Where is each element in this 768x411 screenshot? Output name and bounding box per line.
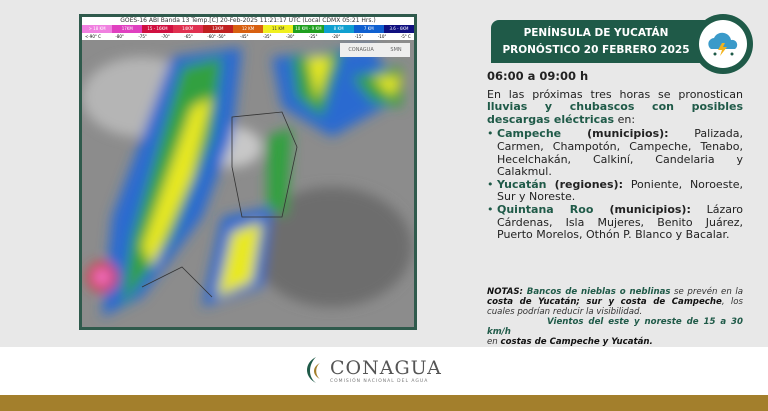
org-subtitle: COMISIÓN NACIONAL DEL AGUA xyxy=(330,378,429,384)
scale-segment: 10 KM - 9 KM xyxy=(293,25,324,33)
temperature-ticks: <-90° C -80° -75° -70° -65° -60° -50° -45° -35°… xyxy=(82,33,414,40)
state-name: Campeche xyxy=(497,127,562,141)
intro: En las próximas tres horas se pronostica… xyxy=(487,87,743,127)
intro-highlight: lluvias y chubascos con posibles descarg… xyxy=(487,100,743,126)
state-list: Campeche (municipios): Palizada, Carmen,… xyxy=(487,128,743,241)
tick-label: -10° xyxy=(377,34,387,39)
state-item-yucatan: Yucatán (regiones): Poniente, Noroeste, … xyxy=(487,177,743,204)
tick-label: -15° xyxy=(354,34,364,39)
smn-logo: SMN xyxy=(390,47,402,53)
conagua-logo: CONAGUA COMISIÓN NACIONAL DEL AGUA xyxy=(302,355,442,385)
image-header: GOES-16 ABI Banda 13 Temp.[C] 20-Feb-202… xyxy=(82,17,414,25)
fog-areas: costa de Yucatán; sur y costa de Campech… xyxy=(487,297,722,307)
notes-label: NOTAS: xyxy=(487,287,523,297)
intro-text: En las próximas tres horas se pronostica… xyxy=(487,87,743,101)
state-item-quintana-roo: Quintana Roo (municipios): Lázaro Cárden… xyxy=(487,202,743,242)
state-item-campeche: Campeche (municipios): Palizada, Carmen,… xyxy=(487,128,743,178)
tick-label: -25° xyxy=(308,34,318,39)
scale-segment: 13KM xyxy=(202,25,233,33)
scale-segment: 14KM xyxy=(172,25,203,33)
state-kind: (municipios): xyxy=(561,127,669,141)
satellite-clouds xyxy=(82,17,414,327)
tick-label: -65° xyxy=(184,34,193,39)
scale-segment: 12 KM xyxy=(232,25,264,33)
tick-label: -75° xyxy=(138,34,147,39)
scale-segment: 3.6 - 6KM xyxy=(383,25,414,33)
tick-label: -5° C xyxy=(400,34,411,39)
scale-segment: 7 KM xyxy=(353,25,384,33)
tick-label: -70° xyxy=(161,34,170,39)
forecast-text: 06:00 a 09:00 h En las próximas tres hor… xyxy=(487,70,743,242)
region-title: PENÍNSULA DE YUCATÁN xyxy=(523,27,669,39)
logos: CONAGUA SMN xyxy=(340,43,410,57)
tick-label: -35° xyxy=(262,34,272,39)
scale-segment: 11 KM xyxy=(263,25,294,33)
state-places: Lázaro Cárdenas, Isla Mujeres, Benito Ju… xyxy=(497,202,743,242)
tick-label: -30° xyxy=(285,34,295,39)
satellite-image: GOES-16 ABI Banda 13 Temp.[C] 20-Feb-202… xyxy=(79,14,417,330)
tick-label: -60° -50° xyxy=(207,34,226,39)
conagua-logo: CONAGUA xyxy=(348,47,374,53)
state-places: Palizada, Carmen, Champotón, Campeche, T… xyxy=(497,127,743,179)
notes-text: , los cuales podrían reducir la visibili… xyxy=(487,297,743,317)
state-places: Poniente, Noroeste, Sur y Noreste. xyxy=(497,177,743,204)
tick-label: -20° xyxy=(331,34,341,39)
footer-bar xyxy=(0,395,768,411)
intro-end: en: xyxy=(614,112,636,126)
conagua-emblem-icon xyxy=(307,357,320,383)
tick-label: -80° xyxy=(115,34,124,39)
notes-text: en xyxy=(487,337,501,347)
color-scale: > 18 KM 17KM 15 - 16KM 14KM 13KM 12 KM 11 KM 10… xyxy=(82,25,414,33)
scale-segment: > 18 KM xyxy=(82,25,113,33)
notes-text: se prevén en la xyxy=(670,287,743,297)
notes: NOTAS: Bancos de nieblas o neblinas se p… xyxy=(487,287,743,347)
tick-label: -45° xyxy=(240,34,249,39)
forecast-date: PRONÓSTICO 20 FEBRERO 2025 xyxy=(502,44,690,56)
scale-segment: 8 KM xyxy=(323,25,354,33)
time-range: 06:00 a 09:00 h xyxy=(487,69,589,83)
state-name: Yucatán xyxy=(497,177,547,191)
state-kind: (regiones): xyxy=(546,177,623,191)
storm-cloud-icon xyxy=(693,14,753,74)
tick-label: <-90° C xyxy=(85,34,101,39)
wind-areas: costas de Campeche y Yucatán. xyxy=(500,337,653,347)
wind-text: Vientos del este y noreste de 15 a 30 km… xyxy=(487,317,743,337)
scale-segment: 17KM xyxy=(112,25,143,33)
fog-text: Bancos de nieblas o neblinas xyxy=(522,287,671,297)
state-name: Quintana Roo xyxy=(497,202,594,216)
state-kind: (municipios): xyxy=(593,202,691,216)
scale-segment: 15 - 16KM xyxy=(142,25,173,33)
footer xyxy=(0,347,768,395)
title-banner: PENÍNSULA DE YUCATÁN PRONÓSTICO 20 FEBRE… xyxy=(491,20,726,63)
org-name: CONAGUA xyxy=(330,356,442,379)
